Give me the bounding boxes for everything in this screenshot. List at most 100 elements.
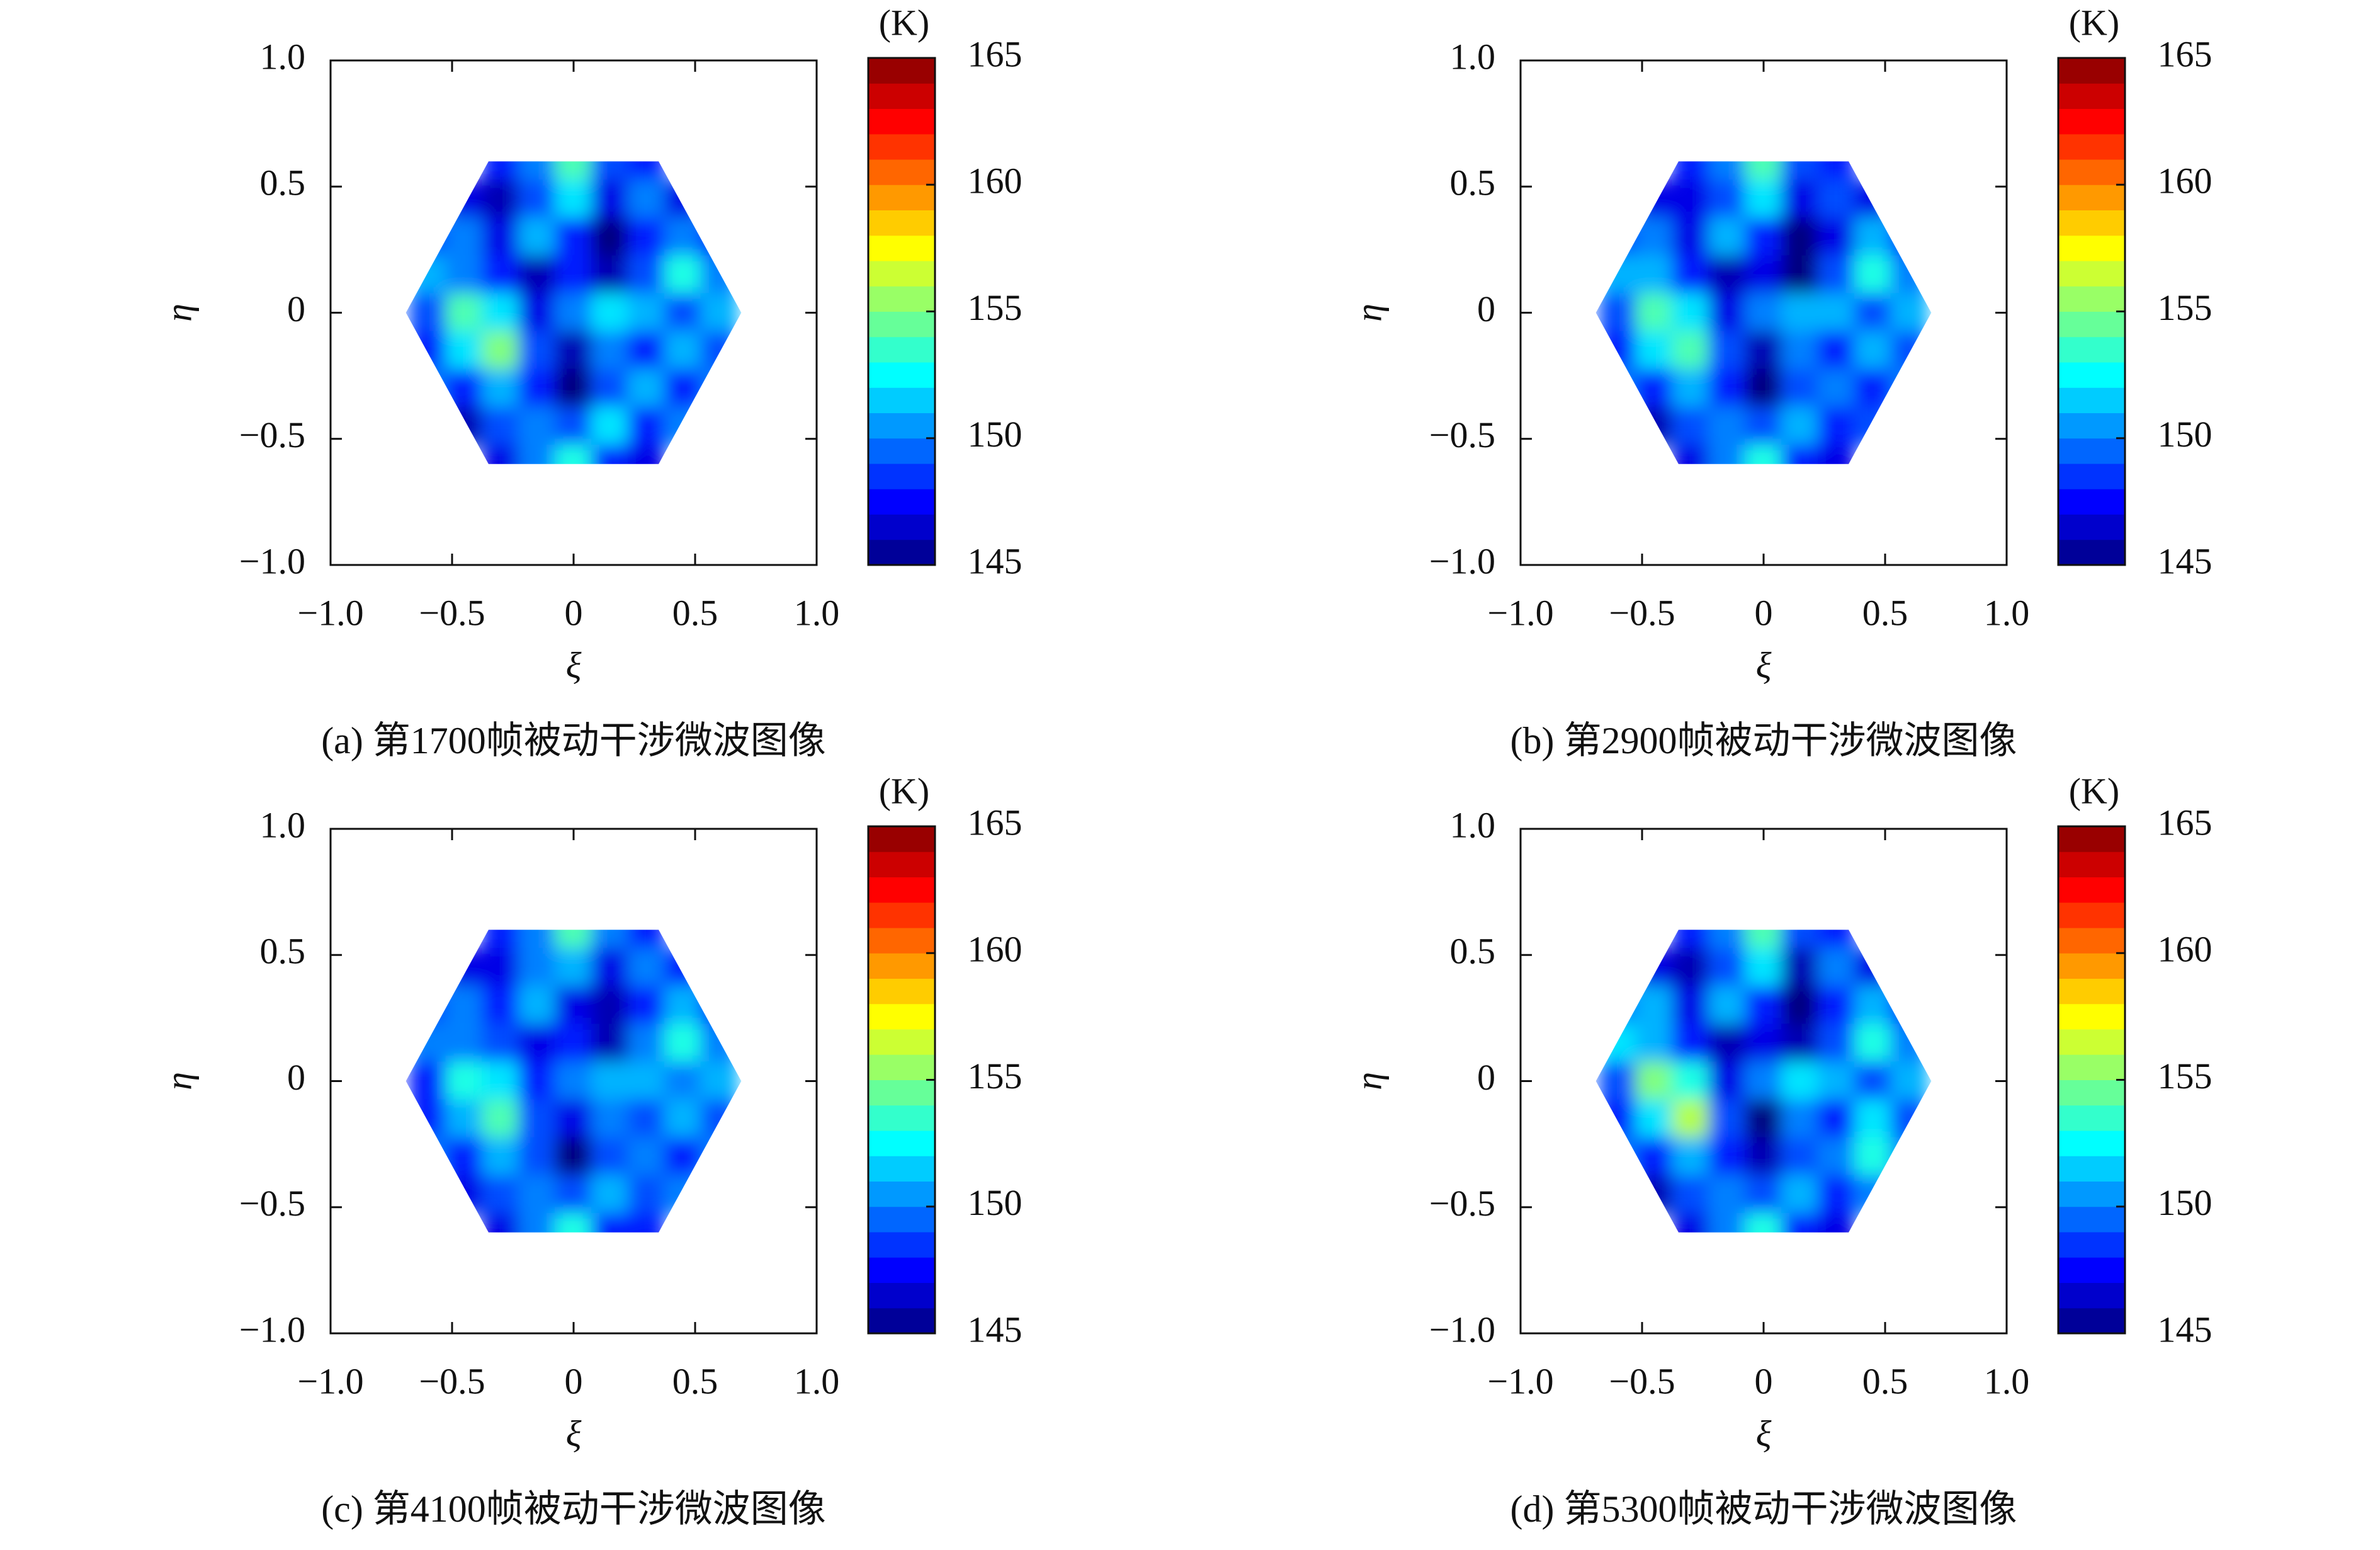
x-tick-label: 0.5 xyxy=(1862,592,1908,633)
heat-cell xyxy=(1745,1175,1782,1214)
x-tick-label: −0.5 xyxy=(1609,1360,1675,1401)
heat-cell xyxy=(555,1137,592,1177)
heat-cell xyxy=(1745,986,1782,1025)
colorbar-band xyxy=(868,286,935,312)
colorbar-band xyxy=(868,489,935,515)
heat-cell xyxy=(445,986,484,1025)
heat-cell xyxy=(664,948,702,988)
heat-cell xyxy=(1635,1061,1674,1101)
heat-cell xyxy=(482,1175,520,1214)
heat-cell xyxy=(409,331,447,370)
heat-cell xyxy=(700,1137,739,1177)
colorbar-band xyxy=(868,336,935,363)
heat-cell xyxy=(1599,1137,1637,1177)
heat-cell xyxy=(482,331,520,370)
heat-cell xyxy=(1817,1175,1856,1214)
colorbar-band xyxy=(868,1181,935,1207)
heat-cell xyxy=(700,1023,739,1063)
heat-cell xyxy=(1635,331,1674,370)
heat-cell xyxy=(445,368,484,408)
y-tick-label: −0.5 xyxy=(1429,414,1495,455)
heat-cell xyxy=(1817,1137,1856,1177)
heat-cell xyxy=(1781,1212,1819,1233)
heat-cell xyxy=(627,948,666,988)
heat-cell xyxy=(1672,1137,1710,1177)
heat-cell xyxy=(518,331,557,370)
colorbar-band xyxy=(868,539,935,566)
heat-cell xyxy=(700,331,739,370)
heat-cell xyxy=(445,1137,484,1177)
heat-cell xyxy=(555,948,592,988)
colorbar-label: (K) xyxy=(879,770,930,811)
heat-cell xyxy=(1635,293,1674,333)
heat-cell xyxy=(518,293,557,333)
heat-cell xyxy=(445,1175,484,1214)
heat-cell xyxy=(1854,1175,1892,1214)
colorbar-tick-label: 165 xyxy=(968,802,1023,843)
heat-cell xyxy=(1854,217,1892,257)
heat-cell xyxy=(591,986,629,1025)
x-tick-label: 0 xyxy=(565,1360,583,1401)
heat-cell xyxy=(591,444,629,464)
heat-cell xyxy=(1745,161,1782,181)
y-tick-label: 1.0 xyxy=(260,36,306,77)
heat-cell xyxy=(591,406,629,446)
heat-cell xyxy=(1745,948,1782,988)
heat-cell xyxy=(627,986,666,1025)
y-tick-label: 1.0 xyxy=(1450,804,1496,845)
colorbar-tick-label: 155 xyxy=(968,287,1023,328)
colorbar-tick-label: 160 xyxy=(2158,929,2213,970)
heat-cell xyxy=(1708,293,1747,333)
heat-cell xyxy=(1708,368,1747,408)
heat-cell xyxy=(627,217,666,257)
heat-cell xyxy=(1635,948,1674,988)
heat-cell xyxy=(482,161,520,181)
heat-cell xyxy=(627,255,666,295)
colorbar-band xyxy=(868,58,935,84)
heat-cell xyxy=(1781,444,1819,464)
heat-cell xyxy=(1599,368,1637,408)
caption: (d) 第5300帧被动干涉微波图像 xyxy=(1510,1488,2017,1530)
heat-cell xyxy=(664,255,702,295)
heat-cell xyxy=(1890,1099,1929,1139)
heat-cell xyxy=(627,368,666,408)
heat-cell xyxy=(1745,1061,1782,1101)
heat-cell xyxy=(518,1099,557,1139)
heat-cell xyxy=(482,1137,520,1177)
panel: −1.0 −0.5 0 0.5 1.0 −1.0 −0.5 0 0.5 1.0 ξ η (c) 第410… xyxy=(158,770,1022,1529)
heat-cell xyxy=(518,406,557,446)
heat-cell xyxy=(591,1175,629,1214)
heat-cell xyxy=(409,368,447,408)
heat-cell xyxy=(591,331,629,370)
colorbar-band xyxy=(868,953,935,979)
x-tick-label: 1.0 xyxy=(794,1360,840,1401)
heat-cell xyxy=(555,161,592,181)
heat-cell xyxy=(1672,1175,1710,1214)
colorbar-band xyxy=(2058,489,2125,515)
heat-cell xyxy=(1635,986,1674,1025)
colorbar-band xyxy=(2058,159,2125,185)
heat-cell xyxy=(1708,1099,1747,1139)
colorbar-band xyxy=(2058,311,2125,338)
x-tick-label: −1.0 xyxy=(1487,592,1553,633)
heat-cell xyxy=(627,1175,666,1214)
heat-cell xyxy=(1817,930,1856,950)
heat-cell xyxy=(445,948,484,988)
colorbar-band xyxy=(868,1105,935,1131)
heat-cell xyxy=(1599,293,1637,333)
colorbar-band xyxy=(868,311,935,338)
heat-cell xyxy=(482,1099,520,1139)
heatmap xyxy=(409,161,739,464)
heat-cell xyxy=(518,986,557,1025)
colorbar-band xyxy=(868,235,935,261)
heat-cell xyxy=(1708,930,1747,950)
y-tick-label: −1.0 xyxy=(1429,1309,1495,1350)
heat-cell xyxy=(1599,1023,1637,1063)
heat-cell xyxy=(627,1212,666,1233)
y-axis-label: η xyxy=(158,304,199,322)
heat-cell xyxy=(555,331,592,370)
heat-cell xyxy=(482,1023,520,1063)
heat-cell xyxy=(1781,331,1819,370)
heat-cell xyxy=(1781,930,1819,950)
